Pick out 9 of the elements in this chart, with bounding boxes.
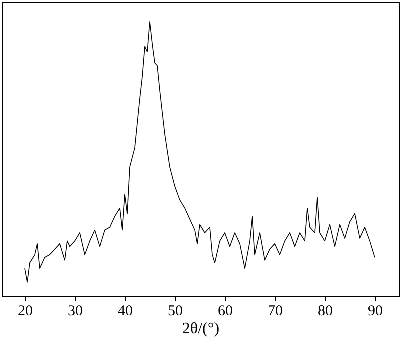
x-tick-label: 40: [118, 304, 133, 320]
x-tick-label: 80: [318, 304, 333, 320]
x-tick-label: 60: [218, 304, 233, 320]
x-tick-label: 50: [168, 304, 183, 320]
x-tick-label: 30: [68, 304, 83, 320]
x-tick-label: 20: [18, 304, 33, 320]
x-tick-label: 70: [268, 304, 283, 320]
x-tick-label: 90: [368, 304, 383, 320]
x-axis-title: 2θ/(°): [182, 320, 220, 338]
